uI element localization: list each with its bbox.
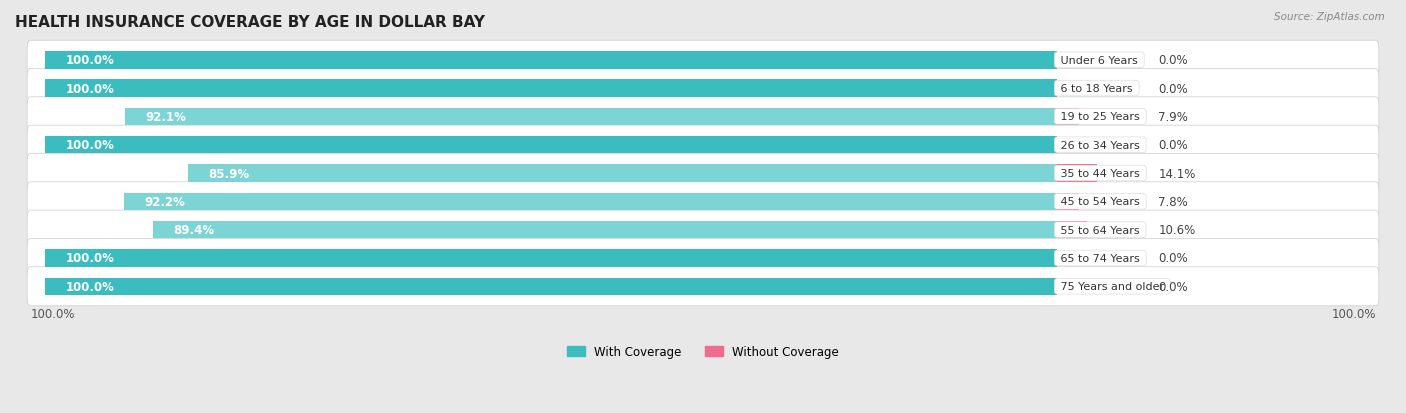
Text: 100.0%: 100.0% xyxy=(66,280,114,293)
Text: 0.0%: 0.0% xyxy=(1159,252,1188,265)
Text: 100.0%: 100.0% xyxy=(66,54,114,67)
Bar xyxy=(1057,221,1087,239)
Text: 0.0%: 0.0% xyxy=(1159,280,1188,293)
Text: 35 to 44 Years: 35 to 44 Years xyxy=(1057,169,1143,178)
Text: 85.9%: 85.9% xyxy=(208,167,249,180)
FancyBboxPatch shape xyxy=(27,154,1379,193)
Text: 0.0%: 0.0% xyxy=(1159,82,1188,95)
Bar xyxy=(1057,193,1080,211)
Text: Source: ZipAtlas.com: Source: ZipAtlas.com xyxy=(1274,12,1385,22)
FancyBboxPatch shape xyxy=(27,183,1379,221)
Text: 92.2%: 92.2% xyxy=(145,195,186,208)
Legend: With Coverage, Without Coverage: With Coverage, Without Coverage xyxy=(562,341,844,363)
Text: 100.0%: 100.0% xyxy=(1331,307,1376,320)
Text: 92.1%: 92.1% xyxy=(145,111,187,123)
Text: 0.0%: 0.0% xyxy=(1159,54,1188,67)
Bar xyxy=(1057,108,1080,126)
Bar xyxy=(124,193,1057,211)
FancyBboxPatch shape xyxy=(27,211,1379,249)
Text: 26 to 34 Years: 26 to 34 Years xyxy=(1057,140,1143,150)
Text: 100.0%: 100.0% xyxy=(66,252,114,265)
FancyBboxPatch shape xyxy=(27,41,1379,80)
Text: 100.0%: 100.0% xyxy=(66,82,114,95)
Text: 100.0%: 100.0% xyxy=(30,307,75,320)
Text: 6 to 18 Years: 6 to 18 Years xyxy=(1057,84,1136,94)
FancyBboxPatch shape xyxy=(27,69,1379,108)
Bar xyxy=(125,108,1057,126)
Text: 10.6%: 10.6% xyxy=(1159,223,1195,237)
Text: HEALTH INSURANCE COVERAGE BY AGE IN DOLLAR BAY: HEALTH INSURANCE COVERAGE BY AGE IN DOLL… xyxy=(15,15,485,30)
FancyBboxPatch shape xyxy=(27,126,1379,165)
Text: 100.0%: 100.0% xyxy=(66,139,114,152)
FancyBboxPatch shape xyxy=(27,239,1379,278)
Bar xyxy=(1057,165,1097,183)
FancyBboxPatch shape xyxy=(27,97,1379,137)
Text: 14.1%: 14.1% xyxy=(1159,167,1195,180)
Bar xyxy=(45,52,1057,69)
Text: 19 to 25 Years: 19 to 25 Years xyxy=(1057,112,1143,122)
Bar xyxy=(153,221,1057,239)
Bar xyxy=(45,137,1057,154)
Text: 7.8%: 7.8% xyxy=(1159,195,1188,208)
FancyBboxPatch shape xyxy=(27,267,1379,306)
Bar xyxy=(45,80,1057,97)
Bar xyxy=(188,165,1057,183)
Text: 0.0%: 0.0% xyxy=(1159,139,1188,152)
Text: 55 to 64 Years: 55 to 64 Years xyxy=(1057,225,1143,235)
Bar xyxy=(45,278,1057,295)
Text: 45 to 54 Years: 45 to 54 Years xyxy=(1057,197,1143,207)
Text: Under 6 Years: Under 6 Years xyxy=(1057,56,1142,66)
Text: 89.4%: 89.4% xyxy=(173,223,214,237)
Bar xyxy=(45,249,1057,267)
Text: 7.9%: 7.9% xyxy=(1159,111,1188,123)
Text: 65 to 74 Years: 65 to 74 Years xyxy=(1057,253,1143,263)
Text: 75 Years and older: 75 Years and older xyxy=(1057,282,1168,292)
